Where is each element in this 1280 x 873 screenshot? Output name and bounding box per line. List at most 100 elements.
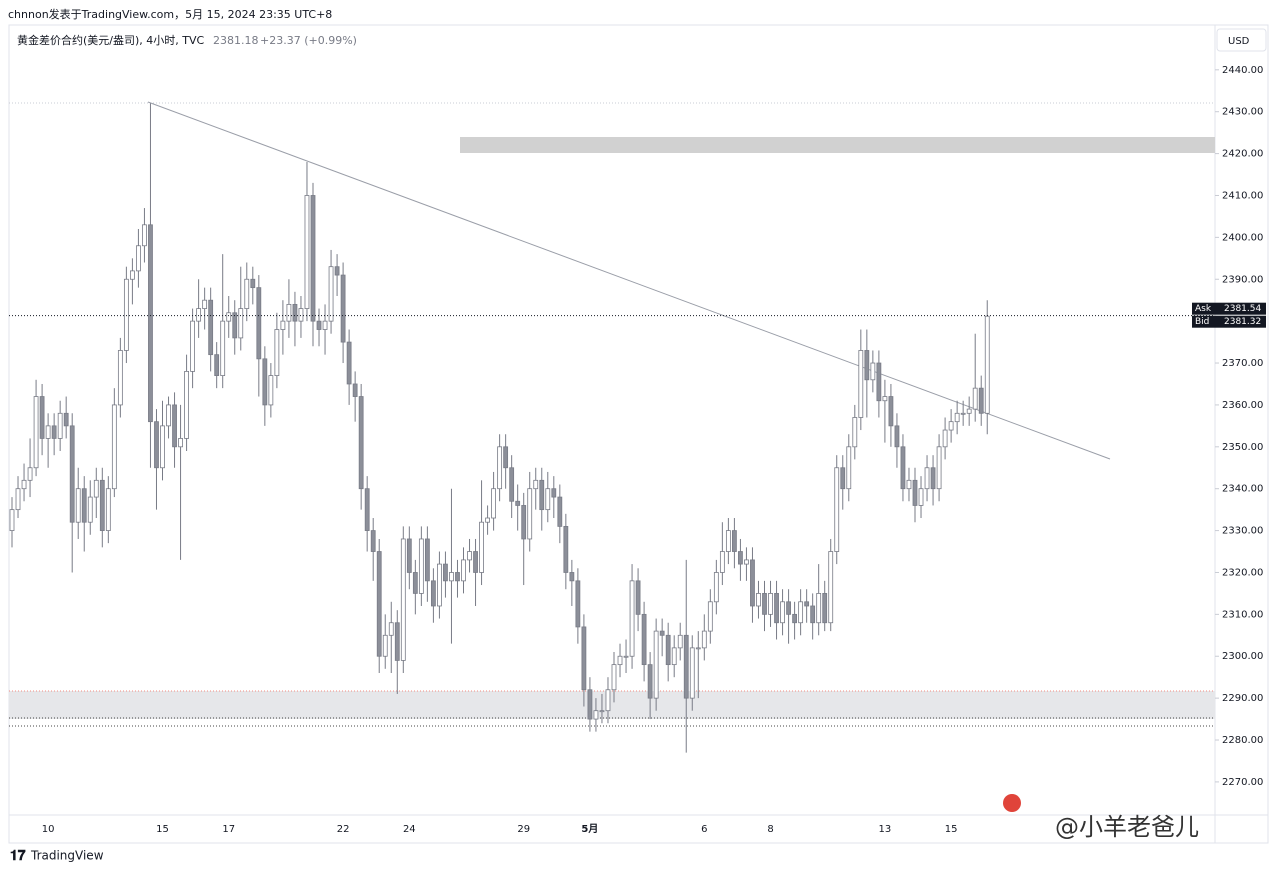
candle-body: [882, 396, 888, 402]
candle-body: [33, 396, 39, 469]
candle-body: [876, 362, 882, 402]
candle-body: [683, 634, 689, 699]
candle-body: [214, 354, 220, 376]
candle-body: [551, 488, 557, 498]
candle-body: [960, 412, 966, 415]
y-tick-label: 2280.00: [1222, 735, 1263, 746]
candle-body: [701, 630, 707, 649]
candle-body: [653, 630, 659, 699]
watermark: @小羊老爸儿: [1055, 813, 1199, 841]
plot: [9, 103, 990, 753]
candle-body: [400, 538, 406, 661]
candle-body: [810, 605, 816, 624]
candle-body: [587, 689, 593, 720]
candle-body: [111, 404, 117, 490]
candle-body: [310, 195, 316, 322]
price-change: +23.37 (+0.99%): [260, 34, 357, 47]
candle-body: [936, 446, 942, 490]
y-tick-label: 2390.00: [1222, 274, 1263, 285]
candle-body: [190, 320, 196, 372]
byline: chnnon发表于TradingView.com，5月 15, 2024 23:…: [8, 7, 332, 21]
event-icon[interactable]: [1003, 794, 1021, 812]
candle-body: [316, 320, 322, 330]
candle-body: [888, 396, 894, 427]
candle-body: [750, 559, 755, 607]
x-tick-label: 5月: [581, 823, 598, 835]
candle-body: [786, 601, 791, 615]
candle-body: [822, 593, 828, 624]
candle-body: [346, 341, 352, 385]
candle-body: [250, 278, 256, 289]
candle-body: [629, 580, 635, 657]
candle-body: [334, 266, 340, 276]
candle-body: [738, 551, 743, 565]
candle-body: [732, 530, 737, 552]
candle-body: [545, 488, 551, 511]
candle-body: [268, 375, 274, 406]
y-tick-label: 2340.00: [1222, 484, 1263, 495]
candle-body: [286, 303, 292, 322]
ask-value: 2381.54: [1224, 304, 1261, 314]
y-tick-label: 2370.00: [1222, 358, 1263, 369]
y-tick-label: 2330.00: [1222, 526, 1263, 537]
support-zone: [9, 691, 1215, 719]
candle-body: [202, 299, 208, 309]
candle-body: [978, 387, 984, 414]
x-tick-label: 15: [156, 824, 169, 835]
candle-body: [906, 479, 912, 490]
candle-body: [846, 446, 852, 490]
y-tick-label: 2360.00: [1222, 400, 1263, 411]
frame: [8, 24, 1269, 844]
candle-body: [45, 425, 51, 439]
candle-body: [599, 710, 605, 713]
last-price: 2381.18: [213, 34, 259, 47]
x-tick-label: 15: [945, 824, 958, 835]
candle-body: [671, 647, 677, 666]
candle-body: [232, 312, 238, 339]
candle-body: [762, 593, 767, 615]
x-tick-label: 17: [222, 824, 235, 835]
x-tick-label: 10: [42, 824, 55, 835]
candle-body: [473, 551, 478, 573]
candle-body: [443, 563, 448, 582]
candle-body: [617, 655, 623, 666]
candle-body: [75, 488, 81, 523]
y-tick-label: 2300.00: [1222, 651, 1263, 662]
candle-body: [828, 551, 834, 624]
candle-body: [870, 362, 876, 381]
candle-body: [364, 488, 370, 531]
candle-body: [677, 634, 683, 649]
candle-body: [449, 572, 454, 582]
candle-body: [509, 467, 515, 502]
candle-body: [328, 266, 334, 322]
candle-body: [142, 224, 147, 247]
candle-body: [695, 647, 701, 650]
candle-body: [412, 572, 418, 594]
ask-box: [1192, 302, 1266, 315]
candle-body: [148, 224, 153, 423]
candle-body: [575, 580, 581, 628]
candle-body: [424, 538, 430, 582]
bid-box: [1192, 315, 1266, 328]
candle-body: [352, 383, 358, 397]
candle-body: [340, 274, 346, 343]
candle-body: [527, 488, 533, 540]
candle-body: [99, 479, 105, 531]
candle-body: [780, 601, 785, 624]
candle-body: [196, 308, 202, 322]
x-tick-label: 22: [337, 824, 350, 835]
candle-body: [948, 421, 954, 431]
candle-body: [69, 425, 75, 523]
candle-body: [593, 710, 599, 720]
candle-body: [491, 488, 497, 519]
candle-body: [437, 563, 442, 607]
candle-body: [394, 622, 400, 661]
candle-body: [725, 530, 731, 552]
x-tick-label: 24: [403, 824, 416, 835]
candle-body: [178, 438, 183, 448]
symbol: 黄金差价合约(美元/盎司), 4小时, TVC: [17, 33, 205, 47]
currency: USD: [1228, 36, 1250, 47]
candle-body: [900, 446, 906, 490]
currency-box[interactable]: [1216, 28, 1267, 52]
candle-body: [774, 593, 779, 624]
